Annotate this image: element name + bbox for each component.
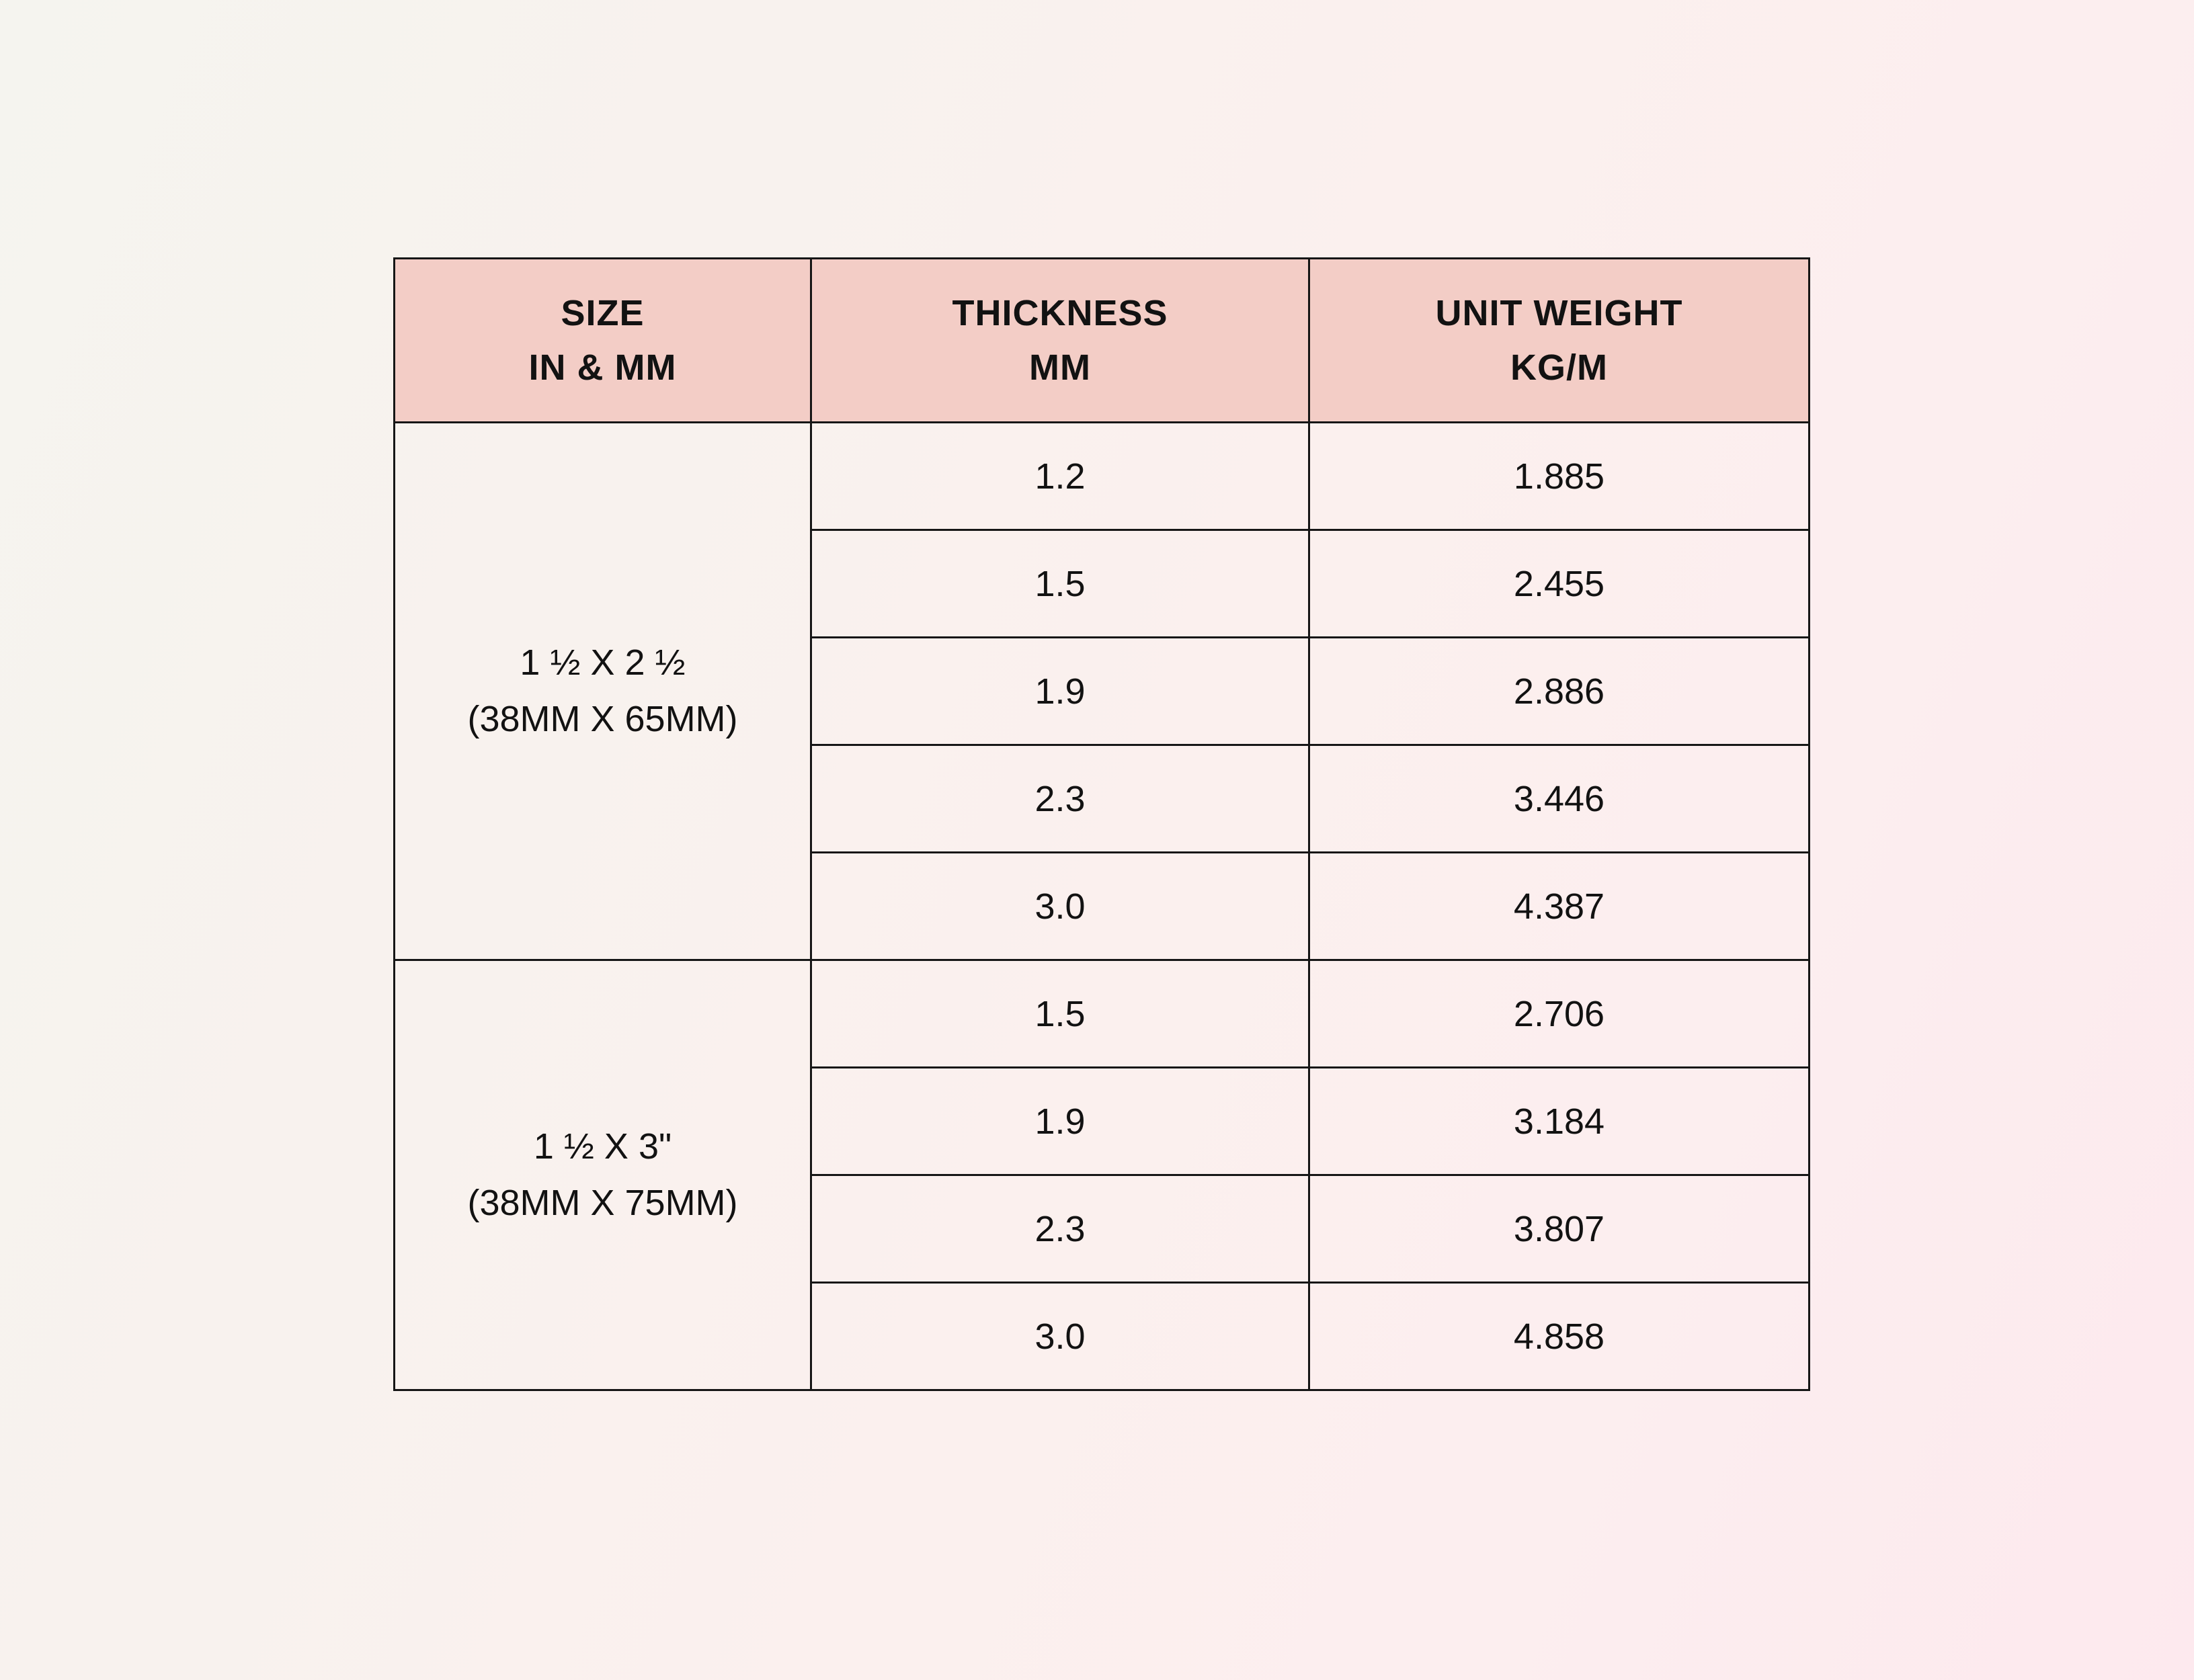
header-size-line2: IN & MM bbox=[528, 347, 677, 388]
unit-weight-cell: 4.858 bbox=[1308, 1282, 1810, 1391]
header-size-line1: SIZE bbox=[561, 292, 645, 333]
unit-weight-cell: 2.706 bbox=[1308, 959, 1810, 1068]
table-header-row: SIZE IN & MM THICKNESS MM UNIT WEIGHT KG… bbox=[393, 257, 1810, 423]
table-row: 2.3 3.446 bbox=[395, 744, 1810, 853]
thickness-cell: 1.5 bbox=[810, 529, 1310, 638]
size-weight-spec-table: SIZE IN & MM THICKNESS MM UNIT WEIGHT KG… bbox=[393, 257, 1810, 1391]
table-row: 1.5 2.455 bbox=[395, 529, 1810, 638]
header-thickness: THICKNESS MM bbox=[810, 257, 1310, 423]
unit-weight-cell: 2.886 bbox=[1308, 636, 1810, 746]
unit-weight-cell: 1.885 bbox=[1308, 421, 1810, 531]
table-row: 1 ½ X 3" (38MM X 75MM) 1.5 2.706 bbox=[393, 959, 1810, 1391]
unit-weight-cell: 3.446 bbox=[1308, 744, 1810, 853]
size-group-1-line2: (38MM X 65MM) bbox=[467, 698, 738, 739]
header-unit-weight-line2: KG/M bbox=[1510, 347, 1608, 388]
header-thickness-line2: MM bbox=[1029, 347, 1091, 388]
unit-weight-cell: 3.807 bbox=[1308, 1174, 1810, 1284]
table-row: 1 ½ X 2 ½ (38MM X 65MM) 1.2 1.885 bbox=[393, 421, 1810, 961]
size-group-2-line1: 1 ½ X 3" bbox=[533, 1126, 672, 1167]
thickness-cell: 3.0 bbox=[810, 851, 1310, 961]
thickness-cell: 1.2 bbox=[810, 421, 1310, 531]
unit-weight-cell: 2.455 bbox=[1308, 529, 1810, 638]
size-group-cell-2: 1 ½ X 3" (38MM X 75MM) bbox=[393, 959, 812, 1391]
size-group-1-line1: 1 ½ X 2 ½ bbox=[520, 642, 686, 683]
unit-weight-cell: 4.387 bbox=[1308, 851, 1810, 961]
header-unit-weight: UNIT WEIGHT KG/M bbox=[1308, 257, 1810, 423]
thickness-cell: 2.3 bbox=[810, 1174, 1310, 1284]
table-row: 3.0 4.387 bbox=[395, 851, 1810, 961]
table-row: 1.9 3.184 bbox=[395, 1066, 1810, 1176]
header-unit-weight-line1: UNIT WEIGHT bbox=[1435, 292, 1683, 333]
header-thickness-line1: THICKNESS bbox=[952, 292, 1168, 333]
thickness-cell: 1.9 bbox=[810, 636, 1310, 746]
unit-weight-cell: 3.184 bbox=[1308, 1066, 1810, 1176]
size-group-2-line2: (38MM X 75MM) bbox=[467, 1182, 738, 1223]
thickness-cell: 1.5 bbox=[810, 959, 1310, 1068]
table-row: 2.3 3.807 bbox=[395, 1174, 1810, 1284]
header-size: SIZE IN & MM bbox=[393, 257, 812, 423]
thickness-cell: 1.9 bbox=[810, 1066, 1310, 1176]
thickness-cell: 3.0 bbox=[810, 1282, 1310, 1391]
table-row: 1.9 2.886 bbox=[395, 636, 1810, 746]
thickness-cell: 2.3 bbox=[810, 744, 1310, 853]
table-row: 3.0 4.858 bbox=[395, 1282, 1810, 1391]
size-group-cell-1: 1 ½ X 2 ½ (38MM X 65MM) bbox=[393, 421, 812, 961]
